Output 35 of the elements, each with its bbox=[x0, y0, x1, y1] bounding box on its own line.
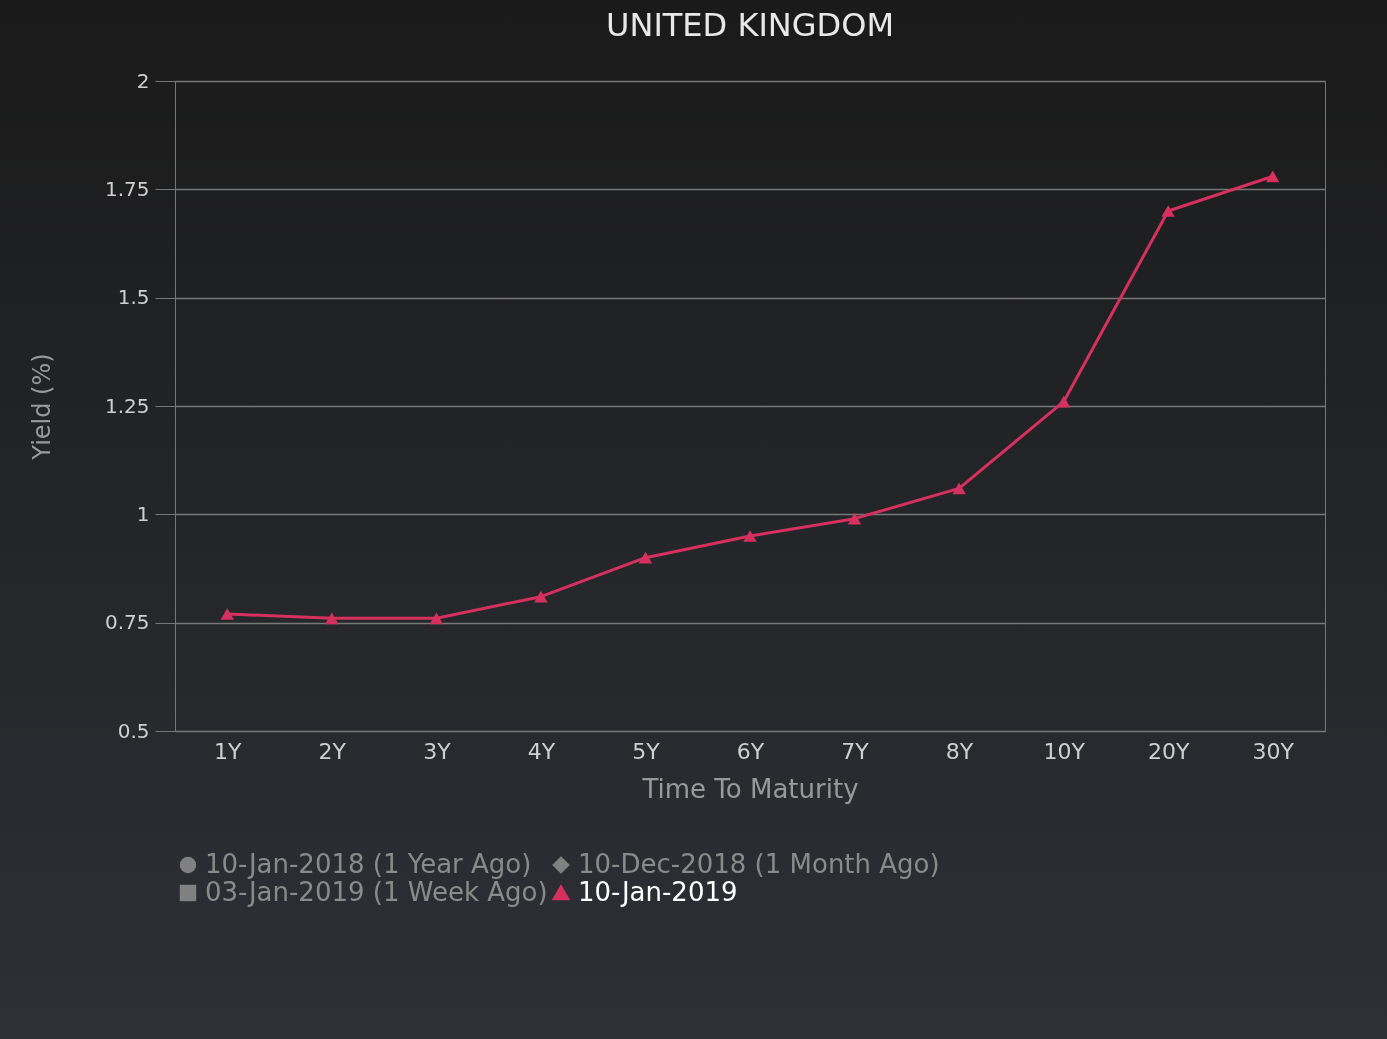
y-tick-label: 1.5 bbox=[117, 285, 150, 310]
x-tick-label: 20Y bbox=[1147, 738, 1190, 764]
y-tick-label: 2 bbox=[136, 68, 150, 93]
y-tick-label: 1 bbox=[136, 501, 150, 526]
y-tick-label: 1.75 bbox=[104, 176, 150, 201]
x-tick-label: 3Y bbox=[423, 738, 452, 764]
x-tick-label: 5Y bbox=[632, 738, 661, 764]
legend-label: 10-Jan-2018 (1 Year Ago) bbox=[205, 849, 532, 879]
x-axis-title: Time To Maturity bbox=[641, 773, 859, 804]
point bbox=[952, 482, 966, 495]
legend-label: 10-Jan-2019 bbox=[578, 877, 738, 907]
point bbox=[325, 612, 339, 625]
point bbox=[220, 608, 234, 620]
y-tick-label: 0.75 bbox=[104, 610, 150, 635]
x-tick-label: 2Y bbox=[318, 738, 347, 764]
point bbox=[1161, 205, 1175, 217]
point bbox=[847, 512, 862, 525]
point bbox=[1266, 170, 1280, 183]
x-tick-label: 8Y bbox=[945, 738, 974, 764]
point bbox=[638, 551, 653, 564]
point bbox=[534, 590, 548, 603]
point bbox=[1056, 395, 1071, 408]
x-tick-label: 6Y bbox=[736, 738, 765, 764]
y-tick-label: 1.25 bbox=[104, 393, 150, 418]
chart-title: UNITED KINGDOM bbox=[606, 6, 894, 44]
x-tick-label: 4Y bbox=[527, 738, 556, 764]
x-tick-label: 30Y bbox=[1252, 738, 1295, 764]
x-tick-label: 10Y bbox=[1043, 738, 1086, 764]
point bbox=[743, 530, 757, 542]
legend-label: 10-Dec-2018 (1 Month Ago) bbox=[578, 849, 940, 879]
y-axis-title: Yield (%) bbox=[27, 353, 56, 461]
point bbox=[429, 612, 444, 625]
x-tick-label: 7Y bbox=[841, 738, 870, 764]
y-tick-label: 0.5 bbox=[117, 718, 150, 743]
x-tick-label: 1Y bbox=[214, 738, 243, 764]
